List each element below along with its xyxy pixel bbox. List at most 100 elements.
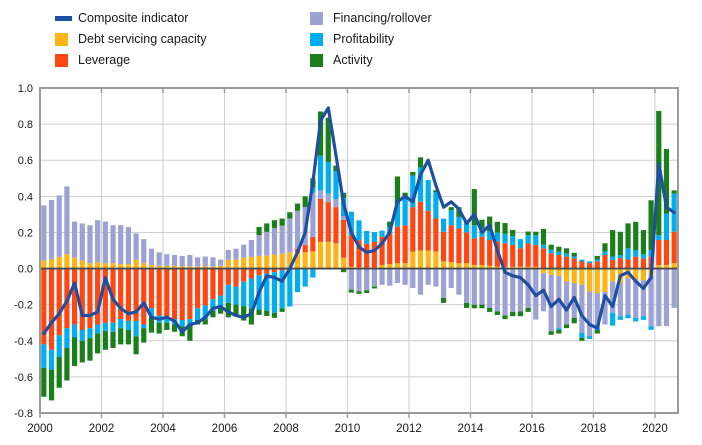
debt-servicing-swatch bbox=[55, 33, 68, 46]
legend-label-activity: Activity bbox=[333, 53, 373, 67]
bar-segment-debt_servicing bbox=[202, 266, 208, 269]
bar-segment-activity bbox=[202, 319, 208, 325]
bar-segment-profitability bbox=[310, 268, 316, 278]
bar-segment-financing bbox=[187, 255, 193, 267]
bar-segment-financing bbox=[325, 193, 331, 203]
bar-segment-activity bbox=[71, 337, 78, 367]
bar-segment-leverage bbox=[233, 268, 239, 287]
bar-segment-leverage bbox=[95, 268, 101, 325]
bar-segment-profitability bbox=[187, 319, 193, 326]
bar-segment-profitability bbox=[625, 314, 631, 319]
bar-segment-financing bbox=[356, 268, 362, 292]
bar-segment-profitability bbox=[517, 239, 524, 249]
bar-segment-profitability bbox=[379, 230, 385, 237]
bar-segment-debt_servicing bbox=[640, 268, 647, 281]
bar-segment-financing bbox=[387, 268, 393, 286]
bar-segment-financing bbox=[48, 199, 55, 260]
bar-segment-leverage bbox=[479, 236, 485, 265]
bar-segment-financing bbox=[225, 249, 231, 260]
bar-segment-financing bbox=[118, 225, 124, 265]
bar-segment-profitability bbox=[440, 218, 447, 232]
bar-segment-profitability bbox=[194, 308, 201, 321]
bar-segment-profitability bbox=[79, 329, 85, 341]
bar-segment-financing bbox=[648, 275, 654, 327]
bar-segment-leverage bbox=[71, 268, 78, 325]
bar-segment-activity bbox=[302, 196, 308, 208]
bar-segment-profitability bbox=[164, 316, 170, 323]
bar-segment-profitability bbox=[525, 235, 531, 244]
bar-segment-activity bbox=[218, 307, 224, 314]
bar-segment-profitability bbox=[464, 221, 470, 233]
bar-segment-leverage bbox=[540, 248, 547, 269]
bar-segment-profitability bbox=[64, 328, 70, 348]
bar-segment-profitability bbox=[548, 249, 554, 254]
bar-segment-leverage bbox=[610, 259, 616, 269]
bar-segment-debt_servicing bbox=[610, 268, 616, 282]
bar-segment-profitability bbox=[125, 320, 131, 330]
bar-segment-leverage bbox=[517, 248, 524, 267]
bar-segment-debt_servicing bbox=[241, 257, 247, 269]
x-tick-label: 2016 bbox=[519, 423, 545, 435]
bar-segment-activity bbox=[371, 286, 377, 289]
bar-segment-financing bbox=[587, 291, 593, 337]
bar-segment-leverage bbox=[179, 268, 185, 321]
bar-segment-financing bbox=[371, 268, 377, 287]
bar-segment-leverage bbox=[325, 202, 331, 242]
bar-segment-financing bbox=[271, 228, 278, 255]
bar-segment-profitability bbox=[110, 322, 116, 332]
bar-segment-profitability bbox=[102, 322, 108, 331]
bar-segment-financing bbox=[287, 218, 293, 253]
bar-segment-leverage bbox=[394, 226, 401, 264]
bar-segment-leverage bbox=[125, 268, 131, 321]
bar-segment-financing bbox=[241, 244, 247, 258]
y-tick-label: 0.2 bbox=[18, 227, 33, 239]
bar-segment-financing bbox=[179, 255, 185, 267]
bar-segment-financing bbox=[633, 279, 639, 318]
bar-segment-debt_servicing bbox=[294, 252, 301, 269]
bar-segment-profitability bbox=[510, 236, 516, 246]
bar-segment-financing bbox=[71, 221, 78, 258]
bar-segment-profitability bbox=[417, 167, 424, 202]
bar-segment-financing bbox=[671, 268, 677, 308]
bar-segment-profitability bbox=[294, 268, 301, 293]
bar-segment-leverage bbox=[510, 245, 516, 267]
bar-segment-activity bbox=[133, 336, 139, 355]
bar-segment-debt_servicing bbox=[602, 268, 608, 293]
bar-segment-financing bbox=[440, 268, 447, 298]
bar-segment-profitability bbox=[279, 270, 285, 309]
bar-segment-leverage bbox=[425, 210, 431, 251]
bar-segment-profitability bbox=[540, 244, 547, 249]
bar-segment-activity bbox=[79, 340, 85, 363]
bar-segment-activity bbox=[648, 200, 654, 250]
bar-segment-leverage bbox=[556, 255, 562, 269]
bar-segment-activity bbox=[264, 310, 270, 317]
bar-segment-debt_servicing bbox=[264, 255, 270, 269]
bar-segment-debt_servicing bbox=[164, 265, 170, 269]
legend-column-right: Financing/rollover Profitability Activit… bbox=[310, 8, 432, 71]
bar-segment-leverage bbox=[56, 268, 62, 336]
bar-segment-debt_servicing bbox=[233, 259, 239, 269]
bar-segment-activity bbox=[287, 212, 293, 219]
bar-segment-activity bbox=[264, 223, 270, 232]
bar-segment-activity bbox=[579, 337, 585, 341]
bar-segment-debt_servicing bbox=[417, 250, 424, 269]
bar-segment-financing bbox=[517, 268, 524, 312]
bar-segment-financing bbox=[364, 268, 370, 291]
bar-segment-debt_servicing bbox=[48, 259, 55, 269]
bar-segment-leverage bbox=[41, 268, 47, 345]
bar-segment-financing bbox=[402, 268, 408, 285]
bar-segment-financing bbox=[133, 233, 139, 260]
bar-segment-profitability bbox=[610, 312, 616, 326]
bar-segment-activity bbox=[156, 322, 162, 334]
bar-segment-profitability bbox=[371, 232, 377, 243]
bar-segment-activity bbox=[594, 329, 600, 334]
bar-segment-debt_servicing bbox=[341, 257, 347, 269]
bar-segment-profitability bbox=[48, 349, 55, 370]
bar-segment-debt_servicing bbox=[402, 263, 408, 269]
bar-segment-financing bbox=[56, 195, 62, 257]
bar-segment-debt_servicing bbox=[448, 262, 454, 269]
bar-segment-financing bbox=[479, 268, 485, 305]
bar-segment-activity bbox=[448, 207, 454, 211]
bar-segment-activity bbox=[341, 268, 347, 273]
bar-segment-profitability bbox=[410, 175, 416, 208]
